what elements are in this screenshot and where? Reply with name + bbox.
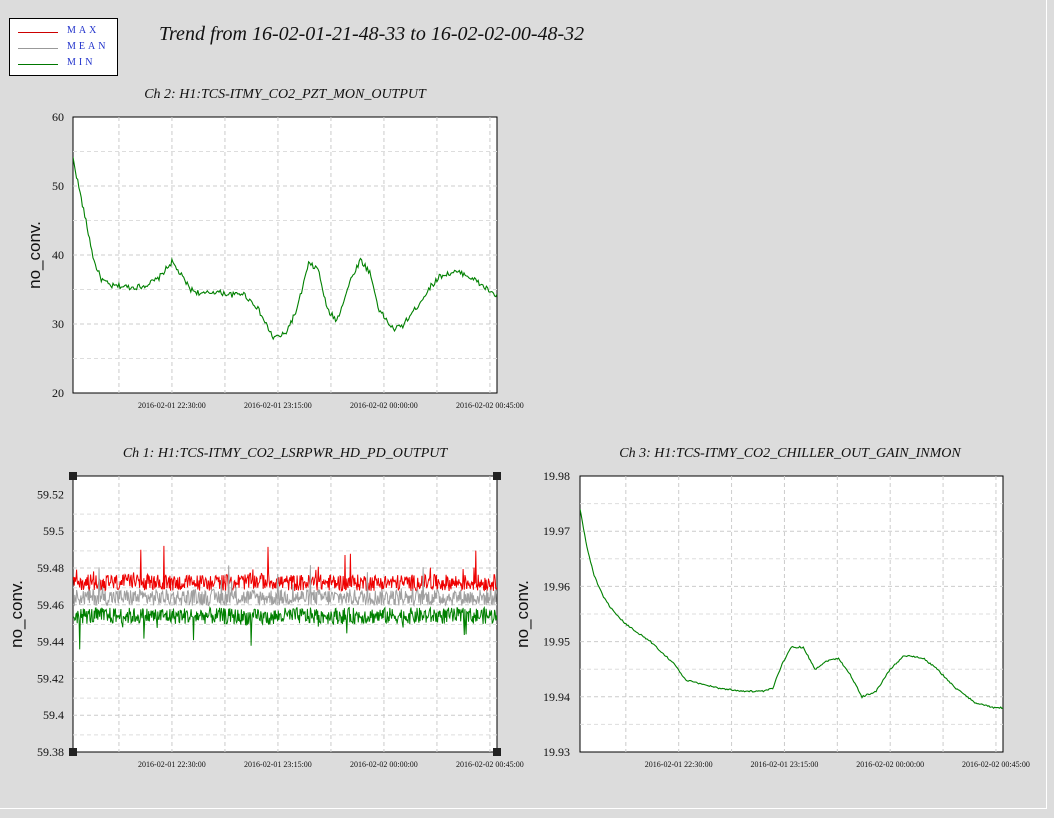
x-tick-label: 2016-02-01 22:30:00 [138, 401, 206, 410]
y-tick-label: 19.95 [543, 635, 570, 649]
legend-item-min: MIN [10, 57, 117, 71]
resize-handle [493, 472, 501, 480]
y-tick-label: 59.52 [37, 487, 64, 501]
y-axis-label: no_conv. [25, 221, 44, 289]
y-tick-label: 19.93 [543, 745, 570, 759]
y-tick-label: 19.94 [543, 690, 570, 704]
legend-item-mean: MEAN [10, 41, 117, 55]
series-line-mean [73, 565, 497, 607]
legend-label-max: MAX [67, 25, 100, 36]
series-line-min [580, 508, 1003, 710]
x-tick-label: 2016-02-01 23:15:00 [244, 760, 312, 769]
y-axis-label: no_conv. [7, 580, 26, 648]
x-tick-label: 2016-02-01 23:15:00 [751, 760, 819, 769]
chart-2: 59.52 59.5 59.48 59.46 59.44 59.42 59.4 59.38 20… [7, 446, 524, 769]
legend: MAX MEAN MIN [9, 18, 118, 76]
y-tick-label: 19.97 [543, 524, 570, 538]
x-tick-label: 2016-02-02 00:45:00 [962, 760, 1030, 769]
series-line-min [73, 606, 497, 650]
y-tick-label: 59.5 [43, 524, 64, 538]
y-tick-label: 59.4 [43, 708, 64, 722]
legend-item-max: MAX [10, 25, 117, 39]
x-tick-label: 2016-02-02 00:45:00 [456, 401, 524, 410]
legend-swatch-max [18, 32, 58, 33]
chart-1: 60 50 40 30 20 2016-02-01 22:30:00 2016-02-01 … [25, 87, 524, 410]
resize-handle [69, 472, 77, 480]
y-tick-label: 59.48 [37, 561, 64, 575]
x-tick-label: 2016-02-02 00:00:00 [350, 760, 418, 769]
x-tick-label: 2016-02-01 22:30:00 [645, 760, 713, 769]
chart-title: Ch 2: H1:TCS-ITMY_CO2_PZT_MON_OUTPUT [144, 87, 427, 102]
y-tick-label: 20 [52, 386, 64, 400]
y-tick-label: 60 [52, 110, 64, 124]
resize-handle [493, 748, 501, 756]
legend-label-min: MIN [67, 57, 96, 68]
y-tick-label: 50 [52, 179, 64, 193]
legend-label-mean: MEAN [67, 41, 109, 52]
legend-swatch-min [18, 64, 58, 65]
y-tick-label: 59.44 [37, 635, 64, 649]
x-tick-label: 2016-02-01 23:15:00 [244, 401, 312, 410]
y-tick-label: 59.42 [37, 671, 64, 685]
chart-title: Ch 3: H1:TCS-ITMY_CO2_CHILLER_OUT_GAIN_I… [619, 446, 961, 461]
x-tick-label: 2016-02-02 00:00:00 [350, 401, 418, 410]
series-line-min [73, 157, 497, 341]
y-tick-label: 59.38 [37, 745, 64, 759]
x-tick-label: 2016-02-01 22:30:00 [138, 760, 206, 769]
y-tick-label: 19.98 [543, 469, 570, 483]
y-tick-label: 59.46 [37, 598, 64, 612]
x-tick-label: 2016-02-02 00:00:00 [856, 760, 924, 769]
y-tick-label: 19.96 [543, 579, 570, 593]
x-tick-label: 2016-02-02 00:45:00 [456, 760, 524, 769]
chart-3: 19.98 19.97 19.96 19.95 19.94 19.93 2016-02-01… [513, 446, 1030, 769]
y-tick-label: 30 [52, 317, 64, 331]
legend-swatch-mean [18, 48, 58, 49]
y-tick-label: 40 [52, 248, 64, 262]
page-title: Trend from 16-02-01-21-48-33 to 16-02-02… [159, 23, 585, 45]
y-axis-label: no_conv. [513, 580, 532, 648]
series-line-max [73, 545, 497, 593]
chart-title: Ch 1: H1:TCS-ITMY_CO2_LSRPWR_HD_PD_OUTPU… [123, 446, 449, 461]
resize-handle [69, 748, 77, 756]
